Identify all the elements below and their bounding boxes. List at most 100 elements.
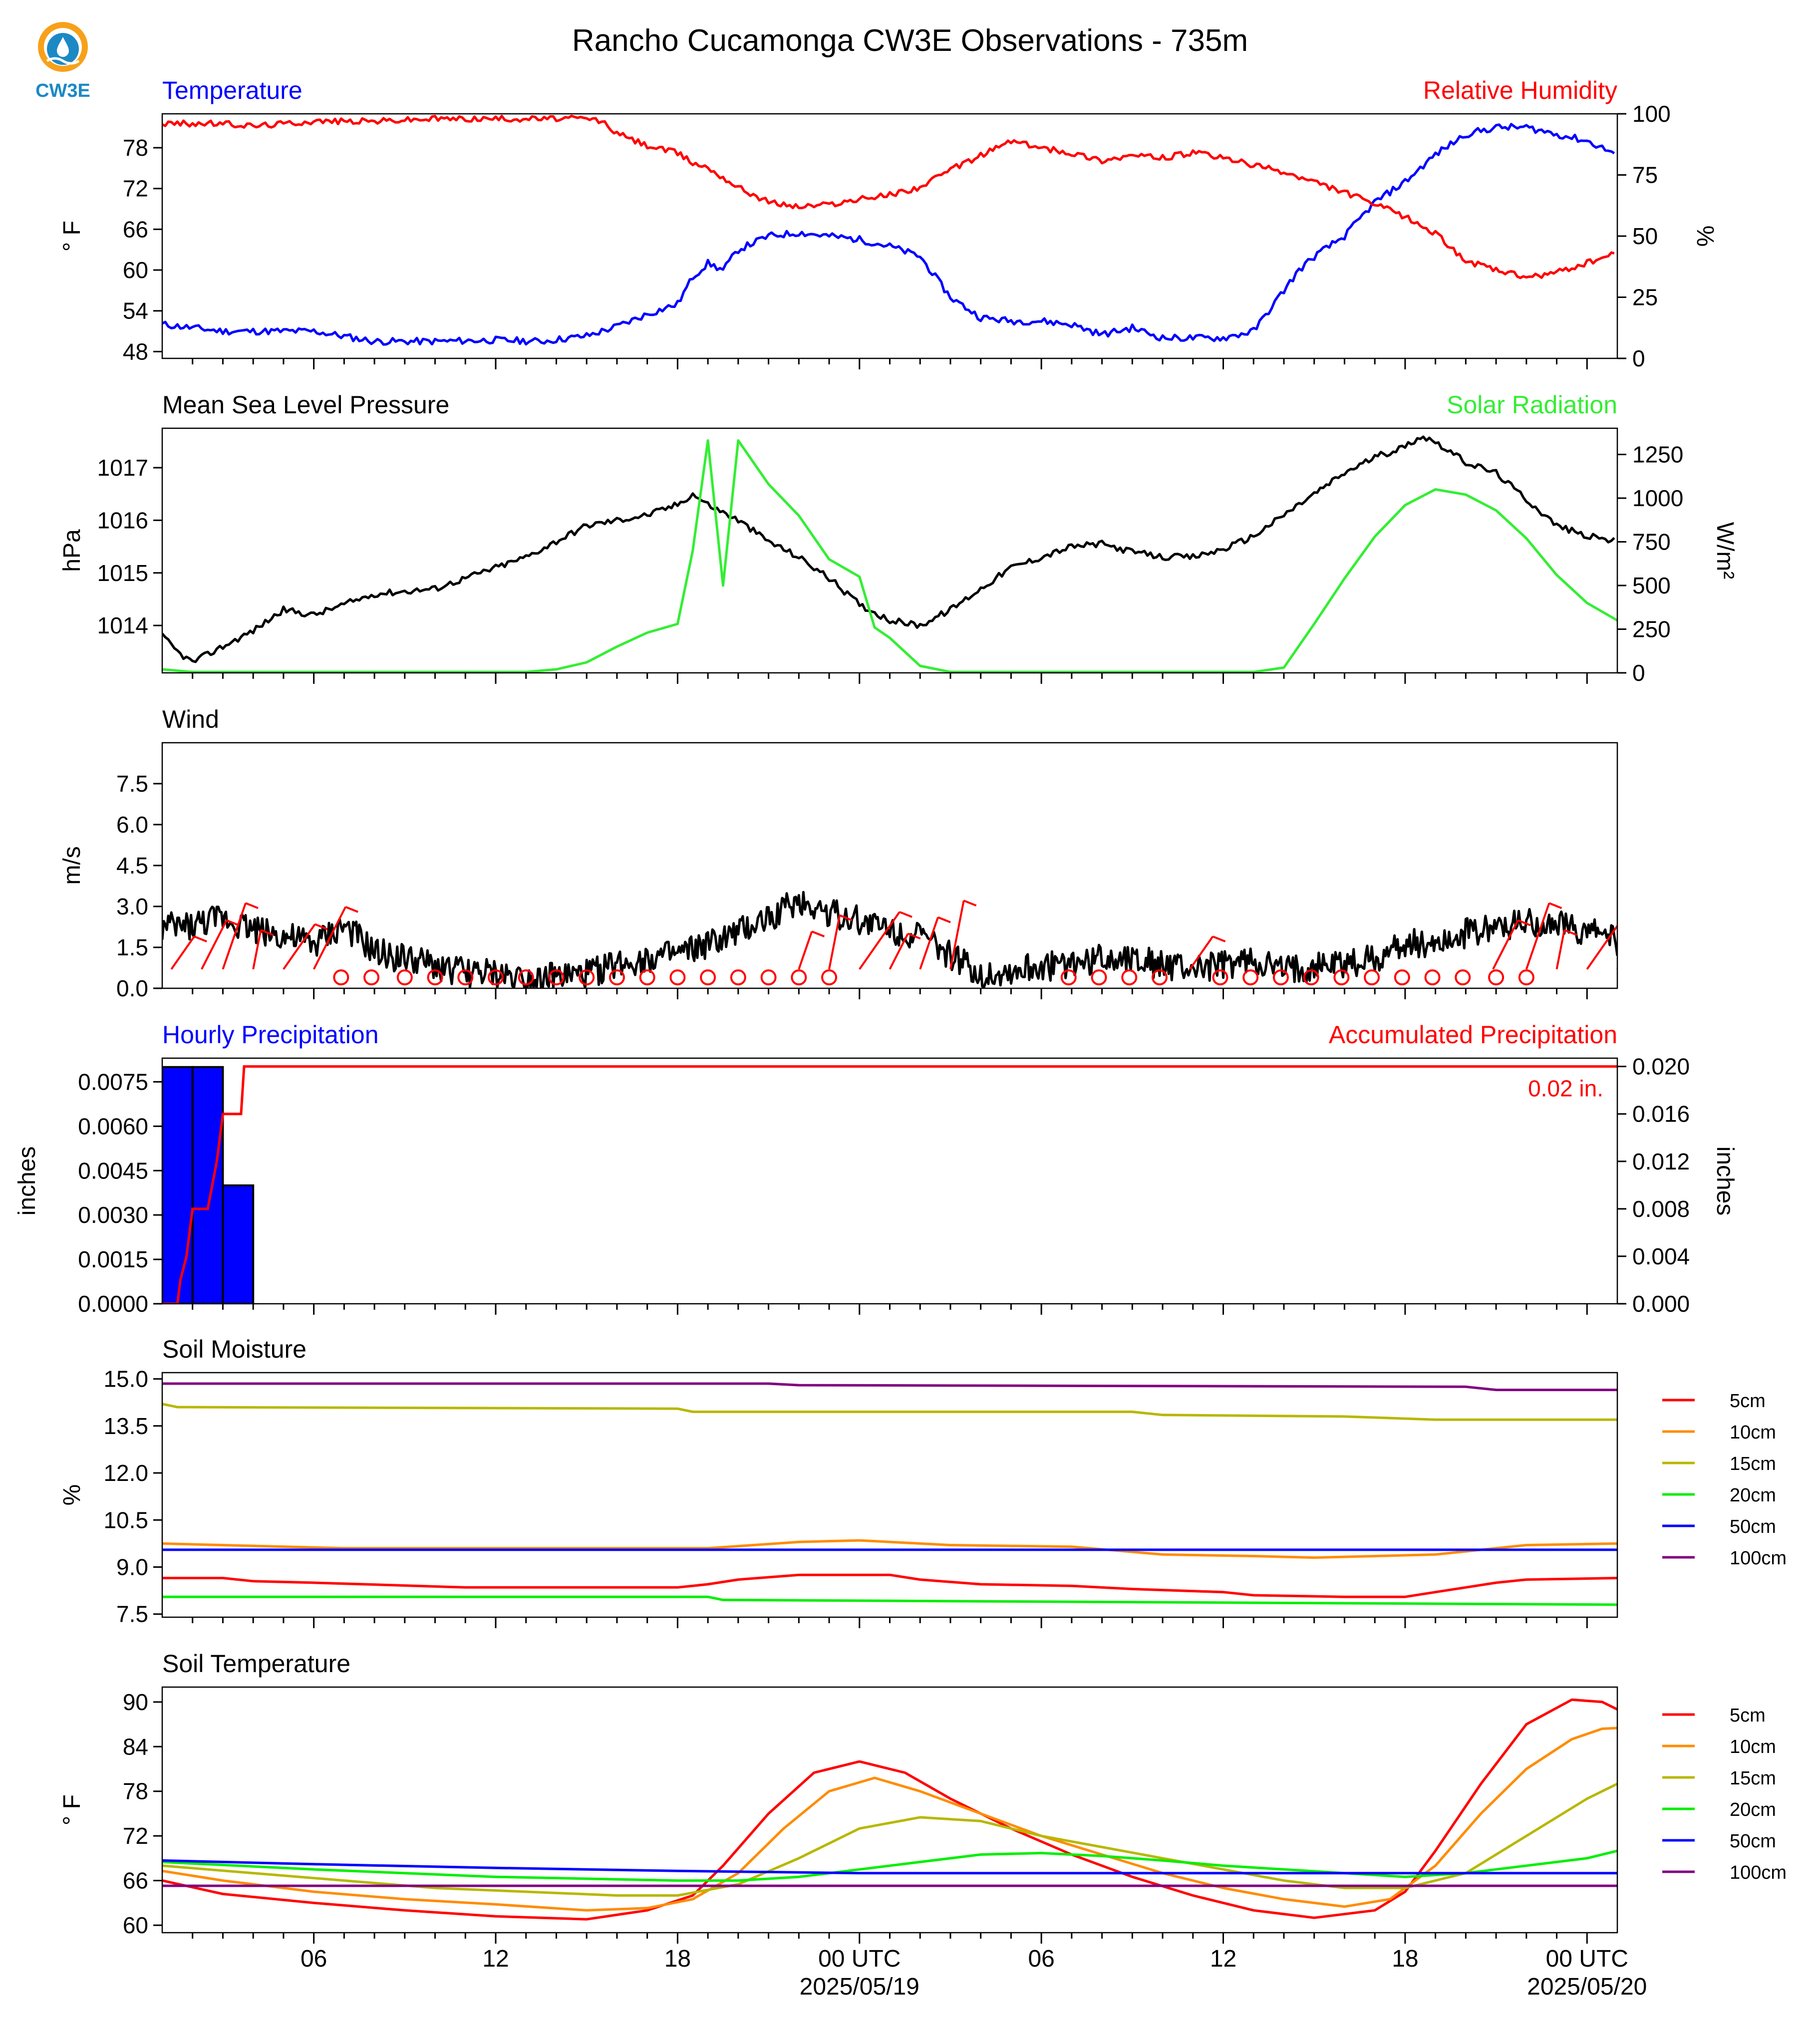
panel-soil-moisture: Soil Moisture 7.5 9.0 10.5 12.0 13.5 15.0% 5cm 1… — [59, 1335, 1787, 1628]
y2-tick-label: 75 — [1632, 162, 1658, 188]
y-axis-label: ° F — [59, 221, 85, 252]
panel-wind: Wind 0.0 1.5 3.0 4.5 6.0 7.5 m/s — [59, 705, 1631, 1001]
legend-label: 5cm — [1730, 1705, 1766, 1726]
series-line — [162, 123, 1615, 346]
cw3e-logo: CW3E — [27, 19, 102, 104]
wind-barb — [828, 915, 841, 970]
wind-barb-flag — [839, 914, 853, 921]
calm-wind-marker — [579, 969, 595, 986]
legend-label: 100cm — [1730, 1548, 1787, 1569]
calm-wind-marker — [1488, 969, 1505, 986]
y2-tick-label: 0.020 — [1632, 1054, 1690, 1080]
y2-tick-label: 250 — [1632, 616, 1671, 642]
legend-label: 5cm — [1730, 1391, 1766, 1412]
x-tick-label: 12 — [1210, 1946, 1236, 1972]
calm-wind-marker — [1424, 969, 1441, 986]
page-title: Rancho Cucamonga CW3E Observations - 735… — [572, 23, 1248, 58]
calm-wind-marker — [396, 969, 413, 986]
calm-wind-marker — [700, 969, 716, 986]
y-tick-label: 0.0075 — [78, 1069, 148, 1095]
x-tick-label: 18 — [664, 1946, 691, 1972]
wind-barb-flag — [1618, 924, 1631, 929]
legend-label: 50cm — [1730, 1831, 1776, 1852]
series-line-50cm — [162, 1859, 1617, 1875]
accum-label: 0.02 in. — [1528, 1076, 1603, 1102]
wind-barb — [252, 929, 262, 970]
legend-label: 15cm — [1730, 1768, 1776, 1789]
calm-wind-marker — [1272, 969, 1289, 986]
calm-wind-marker — [518, 969, 534, 986]
y-tick-label: 15.0 — [103, 1366, 148, 1392]
y-tick-label: 54 — [123, 298, 148, 324]
wind-barb-flag — [1548, 902, 1562, 909]
y-tick-label: 0.0015 — [78, 1246, 148, 1272]
panel-title-right: Relative Humidity — [1423, 76, 1617, 104]
wind-barb-flag — [226, 919, 240, 926]
x-tick-label: 12 — [482, 1946, 509, 1972]
wind-barb — [1586, 924, 1617, 970]
axes-frame — [161, 427, 1618, 674]
y2-tick-label: 750 — [1632, 529, 1671, 555]
series-line — [162, 435, 1615, 663]
y-tick-label: 78 — [123, 1778, 148, 1804]
y-tick-label: 7.5 — [116, 1601, 148, 1627]
series-line-10cm — [162, 1727, 1617, 1912]
wind-barb — [283, 923, 316, 970]
calm-wind-marker — [427, 969, 443, 986]
calm-wind-marker — [1394, 969, 1410, 986]
calm-wind-marker — [1518, 969, 1534, 986]
calm-wind-marker — [1121, 969, 1138, 986]
series-line — [162, 439, 1617, 673]
y2-tick-label: 25 — [1632, 285, 1658, 310]
wind-barb — [859, 911, 901, 970]
panel-precip: Hourly Precipitation Accumulated Precipit… — [14, 1021, 1738, 1317]
legend-label: 15cm — [1730, 1453, 1776, 1474]
y-tick-label: 7.5 — [116, 771, 148, 797]
x-tick-label: 00 UTC — [818, 1946, 901, 1972]
y2-tick-label: 0.008 — [1632, 1196, 1690, 1222]
series-line-15cm — [162, 1403, 1617, 1421]
panel-title-right: Solar Radiation — [1447, 391, 1617, 419]
y-tick-label: 6.0 — [116, 812, 148, 838]
y-tick-label: 10.5 — [103, 1507, 148, 1533]
wind-barb — [949, 900, 965, 970]
y2-tick-label: 0 — [1632, 660, 1645, 686]
panel-title-left: Soil Moisture — [162, 1335, 306, 1363]
panel-temp-rh: Temperature Relative Humidity 48 54 60 66 72 78… — [59, 76, 1718, 371]
panel-title-left: Temperature — [162, 76, 303, 104]
precip-bar — [162, 1066, 194, 1304]
y2-axis-label: inches — [1712, 1147, 1738, 1216]
y-tick-label: 1016 — [97, 507, 148, 533]
axes-frame — [161, 113, 1618, 359]
panel-title-left: Mean Sea Level Pressure — [162, 391, 449, 419]
x-tick-label: 18 — [1392, 1946, 1418, 1972]
y-axis-label: m/s — [59, 846, 85, 884]
y2-tick-label: 0.012 — [1632, 1149, 1690, 1174]
calm-wind-marker — [488, 969, 504, 986]
wind-barb-flag — [1564, 929, 1577, 936]
wind-barb-flag — [1212, 935, 1226, 943]
y2-tick-label: 500 — [1632, 573, 1671, 598]
wind-barb — [1492, 919, 1519, 970]
legend: 5cm 10cm 15cm 20cm 50cm 100cm — [1662, 1391, 1787, 1569]
wind-barb-flag — [963, 899, 977, 907]
wind-barb-flag — [260, 929, 274, 936]
calm-wind-marker — [791, 969, 807, 986]
wind-barb-flag — [245, 902, 259, 909]
wind-barb — [1616, 967, 1617, 969]
wind-barb — [201, 919, 228, 970]
y2-tick-label: 0 — [1632, 345, 1645, 371]
x-tick-label: 06 — [1028, 1946, 1054, 1972]
calm-wind-marker — [760, 969, 777, 986]
y2-axis-label: % — [1692, 226, 1718, 247]
wind-barb — [919, 917, 939, 970]
wind-barb — [1525, 902, 1550, 970]
series-line — [162, 891, 1617, 988]
y2-tick-label: 1250 — [1632, 442, 1683, 468]
calm-wind-marker — [1060, 969, 1077, 986]
series-line — [162, 114, 1615, 280]
y-tick-label: 48 — [123, 338, 148, 364]
calm-wind-marker — [363, 969, 380, 986]
y-tick-label: 0.0060 — [78, 1113, 148, 1139]
y-axis-label: ° F — [59, 1794, 85, 1825]
